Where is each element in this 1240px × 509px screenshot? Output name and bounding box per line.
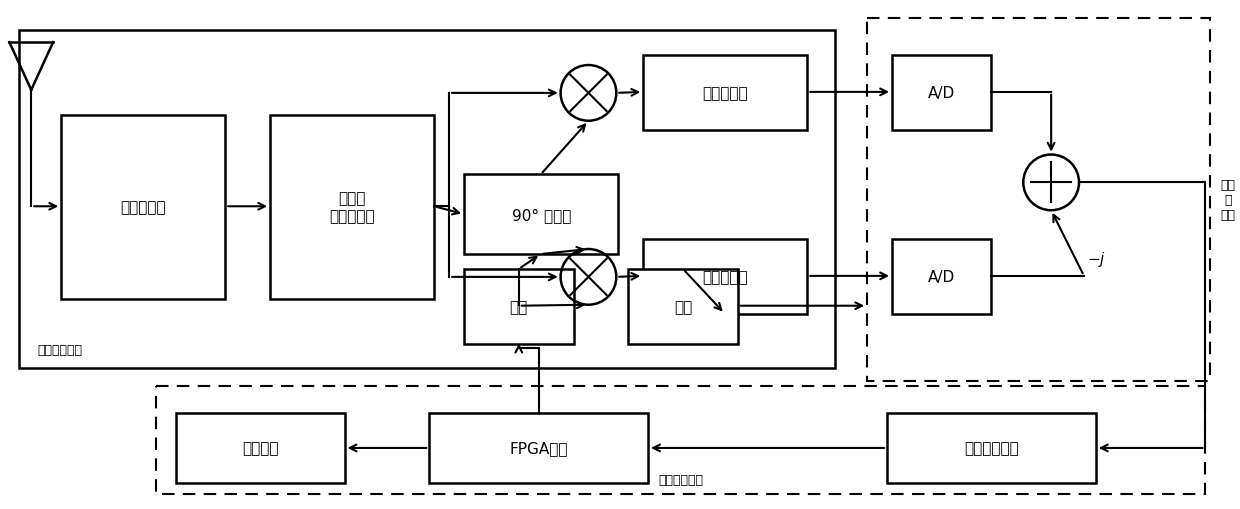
Text: 低通滤波器: 低通滤波器 (703, 86, 748, 101)
Text: 预测结果: 预测结果 (242, 441, 278, 456)
Bar (155, 386, 1205, 494)
Text: 电源: 电源 (673, 299, 692, 314)
Bar (644, 240, 807, 314)
Bar (629, 269, 738, 344)
Text: 本振: 本振 (510, 299, 528, 314)
Text: A/D: A/D (928, 86, 955, 101)
Bar (429, 413, 649, 483)
Text: 信号接收模块: 信号接收模块 (37, 344, 82, 357)
Bar (892, 240, 992, 314)
Text: 带通滤波器: 带通滤波器 (120, 200, 166, 215)
Bar (887, 413, 1096, 483)
Text: FPGA板卡: FPGA板卡 (510, 441, 568, 456)
Text: 数据处理模块: 数据处理模块 (658, 473, 703, 486)
Text: 90° 移相器: 90° 移相器 (512, 207, 570, 222)
Text: 数字
化
模块: 数字 化 模块 (1220, 179, 1235, 222)
Bar (464, 175, 619, 254)
Bar (644, 56, 807, 130)
Text: 低通滤波器: 低通滤波器 (703, 269, 748, 285)
Bar (20, 31, 836, 369)
Text: 高速缓存单元: 高速缓存单元 (963, 441, 1019, 456)
Text: 低噪声
功率放大器: 低噪声 功率放大器 (330, 191, 374, 223)
Bar (61, 116, 226, 299)
Bar (892, 56, 992, 130)
Bar (867, 19, 1210, 382)
Text: A/D: A/D (928, 269, 955, 285)
Bar (464, 269, 574, 344)
Text: $-j$: $-j$ (1087, 249, 1106, 268)
Bar (176, 413, 345, 483)
Bar (270, 116, 434, 299)
